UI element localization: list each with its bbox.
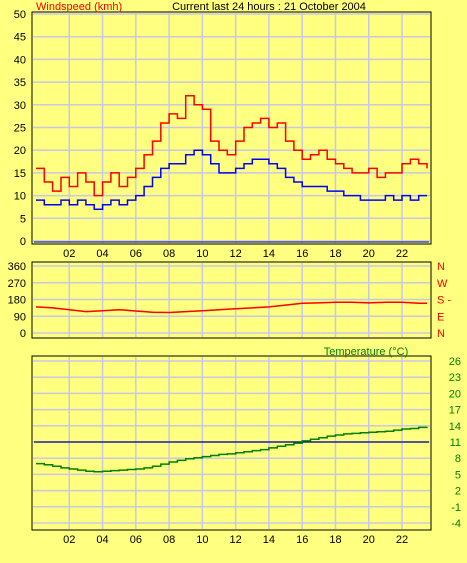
y-tick-label: 26 xyxy=(449,356,461,368)
y-tick-label: 8 xyxy=(455,453,461,465)
compass-label: N xyxy=(437,261,445,273)
x-tick-label: 08 xyxy=(163,534,175,546)
y-tick-label: 50 xyxy=(14,9,26,21)
x-tick-label: 06 xyxy=(130,534,142,546)
compass-label: E xyxy=(437,311,444,323)
x-tick-label: 20 xyxy=(363,534,375,546)
x-tick-label: 06 xyxy=(130,248,142,260)
wind-direction-line xyxy=(35,301,427,314)
y-tick-label: 35 xyxy=(14,77,26,89)
x-tick-label: 10 xyxy=(196,534,208,546)
plot-frame xyxy=(31,355,432,531)
windspeed-panel: 0 5 10 15 20 25 30 35 40 45 50 02 04 06 08 10 12 14 16 18 20… xyxy=(14,9,432,260)
chart-title: Current last 24 hours : 21 October 2004 xyxy=(172,1,366,13)
y-tick-label: 0 xyxy=(20,328,26,340)
windspeed-label: Windspeed (kmh) xyxy=(36,1,122,13)
y-tick-label: 15 xyxy=(14,168,26,180)
y-tick-label: 14 xyxy=(449,421,461,433)
temperature-label: Temperature (°C) xyxy=(324,346,408,358)
x-tick-label: 16 xyxy=(296,534,308,546)
y-tick-label: 11 xyxy=(450,437,461,449)
x-tick-label: 02 xyxy=(63,534,75,546)
windspeed-gust-line xyxy=(36,94,428,197)
x-tick-label: 04 xyxy=(96,534,108,546)
y-tick-label: -4 xyxy=(451,518,461,530)
y-tick-label: 270 xyxy=(8,278,26,290)
x-tick-label: 14 xyxy=(263,248,275,260)
x-tick-label: 04 xyxy=(96,248,108,260)
y-tick-label: 5 xyxy=(20,213,26,225)
x-tick-label: 12 xyxy=(230,534,242,546)
y-tick-label: 17 xyxy=(449,405,461,417)
x-tick-label: 14 xyxy=(263,534,275,546)
y-tick-label: 90 xyxy=(14,311,26,323)
y-tick-label: 20 xyxy=(449,388,461,400)
x-tick-label: 10 xyxy=(196,248,208,260)
x-tick-label: 16 xyxy=(296,248,308,260)
x-tick-label: 18 xyxy=(329,248,341,260)
y-tick-label: 30 xyxy=(14,100,26,112)
y-tick-label: 23 xyxy=(449,372,461,384)
y-tick-label: 0 xyxy=(20,236,26,248)
y-tick-label: 180 xyxy=(8,295,26,307)
x-tick-label: 12 xyxy=(230,248,242,260)
compass-label: W xyxy=(437,278,448,290)
compass-label: S - xyxy=(437,295,451,307)
windspeed-average-line xyxy=(36,149,427,210)
y-tick-label: 10 xyxy=(14,191,26,203)
temperature-panel: -4 -1 2 5 8 11 14 17 20 23 26 02 04 06 08 10 12 14 16 18 20 2… xyxy=(31,355,461,546)
x-tick-label: 02 xyxy=(63,248,75,260)
temperature-line xyxy=(36,426,428,473)
y-tick-label: 20 xyxy=(14,145,26,157)
x-tick-label: 08 xyxy=(163,248,175,260)
y-tick-label: 5 xyxy=(455,469,461,481)
y-tick-label: -1 xyxy=(451,502,461,514)
y-tick-label: 360 xyxy=(8,261,26,273)
y-tick-label: 40 xyxy=(14,54,26,66)
x-tick-label: 22 xyxy=(396,248,408,260)
x-tick-label: 18 xyxy=(329,534,341,546)
compass-label: N xyxy=(437,328,445,340)
x-tick-label: 20 xyxy=(363,248,375,260)
y-tick-label: 2 xyxy=(455,486,461,498)
x-tick-label: 22 xyxy=(396,534,408,546)
y-tick-label: 25 xyxy=(14,123,26,135)
y-tick-label: 45 xyxy=(14,32,26,44)
